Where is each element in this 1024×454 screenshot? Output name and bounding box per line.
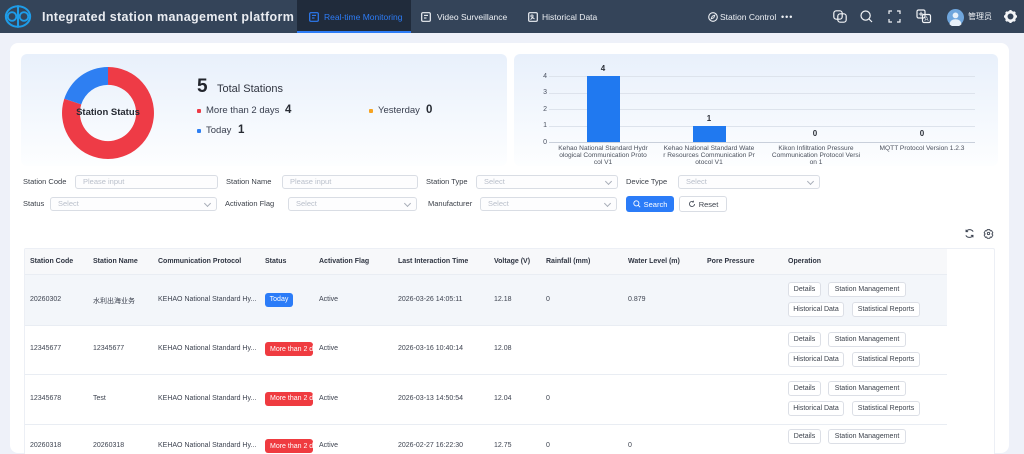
svg-text:A: A [924,17,928,23]
